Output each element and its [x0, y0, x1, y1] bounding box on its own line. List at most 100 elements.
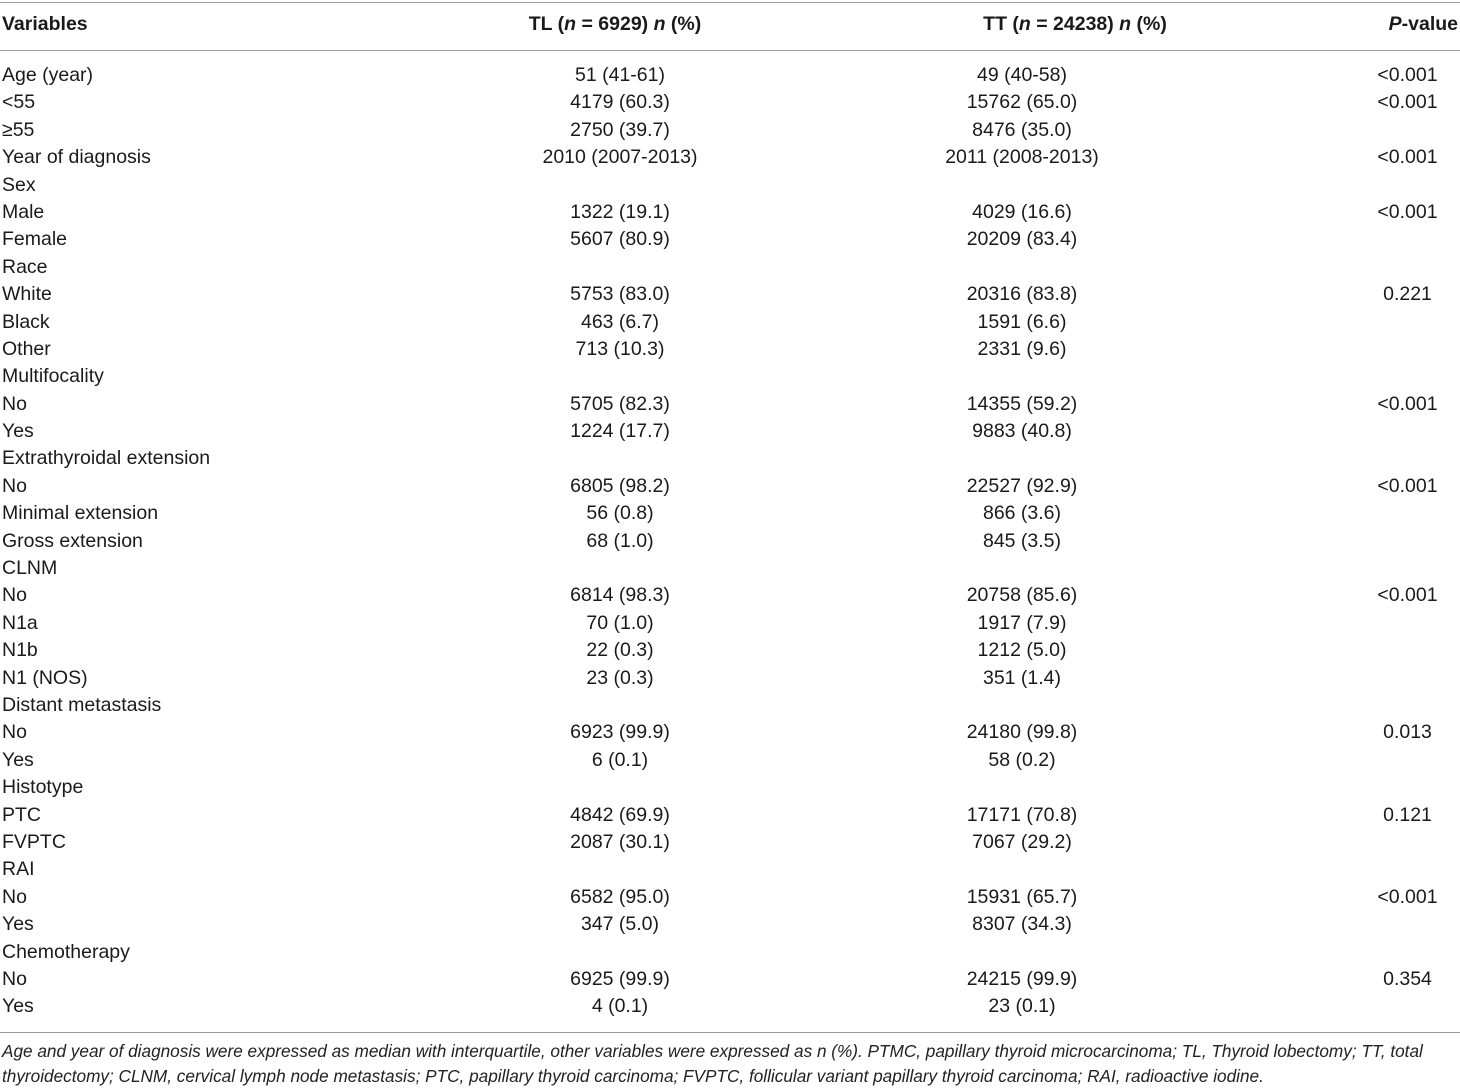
- cell-tl: 2010 (2007-2013): [542, 146, 698, 169]
- header-tl-suffix: (%): [665, 13, 702, 35]
- cell-p-value: 0.121: [1383, 803, 1432, 826]
- table-row: Female 5607 (80.9) 20209 (83.4): [0, 226, 1460, 253]
- cell-tl: 4 (0.1): [591, 995, 649, 1018]
- cell-tt: 351 (1.4): [982, 666, 1062, 689]
- cell-tt: 20316 (83.8): [966, 283, 1078, 306]
- cell-tt: 49 (40-58): [977, 64, 1067, 86]
- cell-tl: 5607 (80.9): [570, 228, 670, 251]
- table-row: Extrathyroidal extension: [0, 445, 1460, 472]
- cell-tt: 2011 (2008-2013): [945, 146, 1099, 169]
- cell-tl: 6923 (99.9): [570, 721, 670, 744]
- cell-tt: 20209 (83.4): [966, 228, 1078, 251]
- cell-tt: 866 (3.6): [982, 502, 1062, 525]
- cell-tl: 5705 (82.3): [570, 392, 670, 415]
- cell-tl: 4842 (69.9): [570, 803, 670, 826]
- table-row: Minimal extension 56 (0.8) 866 (3.6): [0, 500, 1460, 527]
- cell-variable: No: [2, 885, 27, 908]
- table-row: ≥55 2750 (39.7) 8476 (35.0): [0, 117, 1460, 144]
- table-row: Black 463 (6.7) 1591 (6.6): [0, 309, 1460, 336]
- cell-tt: 15762 (65.0): [966, 91, 1078, 114]
- table-header-rule: [0, 50, 1460, 51]
- cell-tt: 24215 (99.9): [966, 967, 1078, 990]
- cell-tt: 1917 (7.9): [977, 611, 1067, 634]
- cell-variable: Yes: [2, 913, 34, 936]
- header-tt-n: n: [1018, 13, 1031, 35]
- cell-tl: 2750 (39.7): [570, 118, 670, 141]
- cell-tt: 14355 (59.2): [966, 392, 1078, 415]
- cell-variable: ≥55: [2, 118, 35, 141]
- cell-tt: 22527 (92.9): [966, 474, 1078, 497]
- header-tl-prefix: TL (: [528, 13, 565, 35]
- cell-tt: 2331 (9.6): [977, 337, 1067, 360]
- table-row: Year of diagnosis 2010 (2007-2013) 2011 (2…: [0, 144, 1460, 171]
- cell-p-value: <0.001: [1377, 885, 1438, 908]
- cell-variable: Sex: [2, 173, 36, 196]
- cell-tt: 20758 (85.6): [966, 584, 1078, 607]
- cell-p-value: 0.221: [1383, 283, 1432, 306]
- cell-tl: 6925 (99.9): [570, 967, 670, 990]
- header-tt: TT (n = 24238) n (%): [925, 13, 1225, 36]
- cell-p-value: <0.001: [1377, 584, 1438, 607]
- table-row: Histotype: [0, 774, 1460, 801]
- table-row: PTC 4842 (69.9) 17171 (70.8) 0.121: [0, 802, 1460, 829]
- header-variables: Variables: [2, 13, 88, 35]
- cell-variable: Multifocality: [2, 365, 104, 388]
- cell-tt: 4029 (16.6): [972, 200, 1072, 223]
- cell-variable: FVPTC: [2, 830, 66, 853]
- header-tt-suffix: (%): [1131, 13, 1167, 35]
- table-row: FVPTC 2087 (30.1) 7067 (29.2): [0, 829, 1460, 856]
- table-row: RAI: [0, 856, 1460, 883]
- cell-tl: 22 (0.3): [586, 639, 654, 662]
- cell-p-value: <0.001: [1377, 146, 1438, 169]
- table-row: Other 713 (10.3) 2331 (9.6): [0, 336, 1460, 363]
- cell-variable: Male: [2, 200, 45, 223]
- header-tl-n: n: [564, 13, 577, 35]
- cell-tl: 70 (1.0): [586, 611, 654, 634]
- table-row: Yes 1224 (17.7) 9883 (40.8): [0, 418, 1460, 445]
- cell-tt: 23 (0.1): [988, 995, 1056, 1018]
- cell-variable: Race: [2, 255, 48, 278]
- cell-variable: N1b: [2, 639, 38, 662]
- table-row: No 6925 (99.9) 24215 (99.9) 0.354: [0, 966, 1460, 993]
- cell-tt: 1591 (6.6): [977, 310, 1067, 333]
- cell-tl: 347 (5.0): [580, 913, 660, 936]
- table-row: No 6814 (98.3) 20758 (85.6) <0.001: [0, 582, 1460, 609]
- cell-p-value: 0.013: [1383, 721, 1432, 744]
- cell-p-value: <0.001: [1377, 474, 1438, 497]
- table-row: No 6805 (98.2) 22527 (92.9) <0.001: [0, 473, 1460, 500]
- cell-variable: N1 (NOS): [2, 666, 88, 689]
- header-p-value: P-value: [1389, 13, 1458, 36]
- cell-tl: 2087 (30.1): [570, 830, 670, 853]
- cell-tl: 68 (1.0): [586, 529, 654, 552]
- table-row: Gross extension 68 (1.0) 845 (3.5): [0, 528, 1460, 555]
- cell-variable: CLNM: [2, 557, 58, 580]
- cell-variable: Age (year): [2, 64, 94, 86]
- cell-tl: 713 (10.3): [575, 337, 665, 360]
- cell-tt: 1212 (5.0): [977, 639, 1067, 662]
- cell-variable: N1a: [2, 611, 38, 634]
- cell-tl: 6582 (95.0): [570, 885, 670, 908]
- table-row: No 5705 (82.3) 14355 (59.2) <0.001: [0, 391, 1460, 418]
- table-row: Multifocality: [0, 363, 1460, 390]
- table-row: N1 (NOS) 23 (0.3) 351 (1.4): [0, 665, 1460, 692]
- cell-p-value: 0.354: [1383, 967, 1432, 990]
- table-row: Chemotherapy: [0, 939, 1460, 966]
- table-row: Yes 347 (5.0) 8307 (34.3): [0, 911, 1460, 938]
- cell-variable: Other: [2, 337, 51, 360]
- header-tt-n2: n: [1119, 13, 1132, 35]
- cell-p-value: <0.001: [1377, 91, 1438, 114]
- cell-tl: 463 (6.7): [580, 310, 660, 333]
- cell-variable: No: [2, 721, 27, 744]
- cell-tt: 24180 (99.8): [966, 721, 1078, 744]
- cell-tt: 8476 (35.0): [972, 118, 1072, 141]
- table-footnote: Age and year of diagnosis were expressed…: [2, 1041, 1423, 1086]
- cell-tl: 1224 (17.7): [570, 420, 670, 443]
- cell-tl: 23 (0.3): [586, 666, 654, 689]
- cell-variable: Black: [2, 310, 50, 333]
- table-row: CLNM: [0, 555, 1460, 582]
- cell-variable: Chemotherapy: [2, 940, 130, 963]
- table-row: Distant metastasis: [0, 692, 1460, 719]
- table-row: Race: [0, 254, 1460, 281]
- header-p-italic: P: [1388, 13, 1402, 35]
- header-tt-prefix: TT (: [983, 13, 1019, 35]
